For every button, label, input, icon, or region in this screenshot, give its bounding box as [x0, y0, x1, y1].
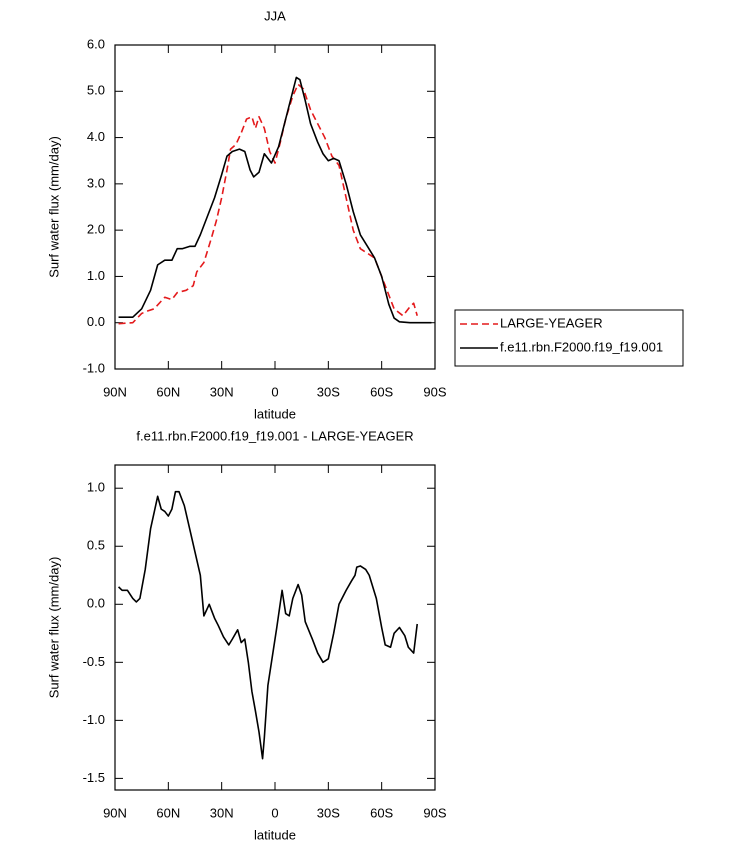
x-tick-label: 30S	[317, 805, 340, 820]
x-tick-label: 90N	[103, 805, 127, 820]
chart-title: JJA	[264, 8, 286, 23]
x-tick-label: 60S	[370, 384, 393, 399]
y-tick-label: 0.0	[87, 596, 105, 611]
y-axis-label: Surf water flux (mm/day)	[46, 557, 61, 699]
x-tick-label: 0	[271, 384, 278, 399]
x-tick-label: 30N	[210, 805, 234, 820]
x-tick-label: 60S	[370, 805, 393, 820]
x-axis-label: latitude	[254, 406, 296, 421]
y-tick-label: 0.5	[87, 538, 105, 553]
y-tick-label: 3.0	[87, 175, 105, 190]
y-tick-label: 6.0	[87, 36, 105, 51]
legend-label: f.e11.rbn.F2000.f19_f19.001	[500, 339, 663, 354]
data-line	[117, 490, 419, 760]
data-line	[118, 76, 432, 324]
y-tick-label: -1.5	[83, 770, 105, 785]
x-tick-label: 60N	[156, 384, 180, 399]
legend-label: LARGE-YEAGER	[500, 315, 603, 330]
y-tick-label: -0.5	[83, 654, 105, 669]
plot-frame	[114, 44, 436, 370]
y-tick-label: 4.0	[87, 129, 105, 144]
x-tick-label: 90S	[423, 384, 446, 399]
x-tick-label: 60N	[156, 805, 180, 820]
y-tick-label: 1.0	[87, 268, 105, 283]
x-tick-label: 30N	[210, 384, 234, 399]
y-tick-label: 0.0	[87, 314, 105, 329]
y-tick-label: 1.0	[87, 480, 105, 495]
x-tick-label: 0	[271, 805, 278, 820]
x-tick-label: 90S	[423, 805, 446, 820]
legend-box	[454, 309, 684, 367]
x-tick-label: 90N	[103, 384, 127, 399]
y-tick-label: -1.0	[83, 712, 105, 727]
y-tick-label: 5.0	[87, 83, 105, 98]
chart-title: f.e11.rbn.F2000.f19_f19.001 - LARGE-YEAG…	[136, 428, 413, 443]
y-tick-label: 2.0	[87, 222, 105, 237]
x-axis-label: latitude	[254, 827, 296, 842]
y-tick-label: -1.0	[83, 360, 105, 375]
data-line	[118, 83, 418, 325]
y-axis-label: Surf water flux (mm/day)	[46, 136, 61, 278]
x-tick-label: 30S	[317, 384, 340, 399]
plot-frame	[114, 464, 436, 791]
